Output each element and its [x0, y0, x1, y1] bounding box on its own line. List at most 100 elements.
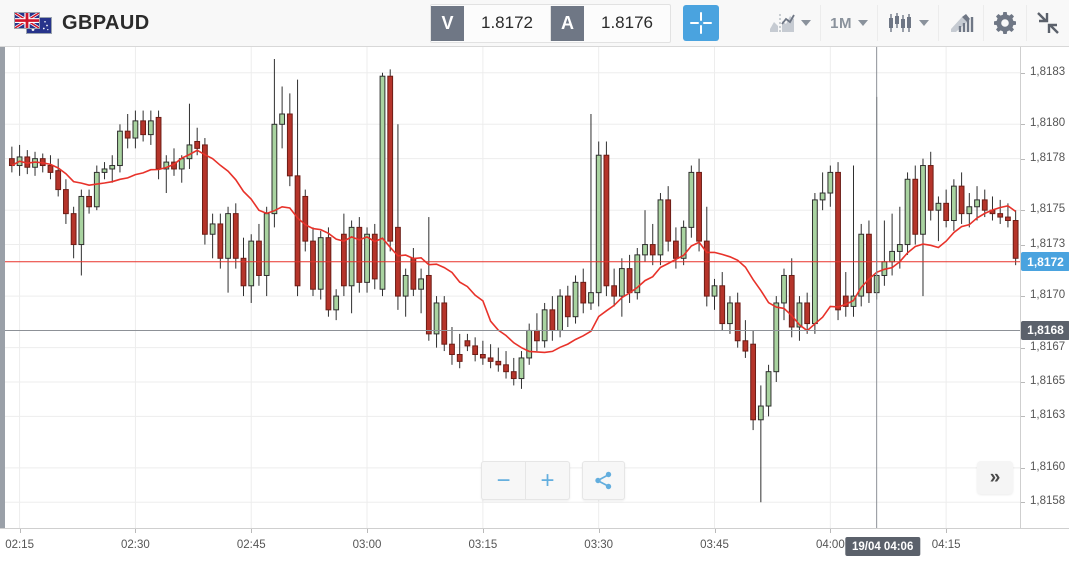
candle [271, 59, 278, 228]
candle [348, 220, 355, 314]
candle [209, 213, 216, 259]
candle [418, 268, 424, 314]
share-icon [595, 471, 612, 490]
drawing-tool-button[interactable] [938, 5, 983, 41]
candle [804, 292, 811, 334]
candle [588, 113, 594, 310]
candle [757, 385, 764, 503]
candle [464, 333, 471, 352]
candle [109, 155, 116, 183]
candle [750, 330, 757, 431]
quote-divider [550, 5, 551, 41]
candle [950, 179, 957, 231]
candle [572, 275, 579, 324]
price-axis[interactable]: 1,8183 1,8180 1,8178 1,8175 1,8173 1,8170 1,81… [1020, 47, 1069, 528]
top-toolbar: GBPAUD V 1.8172 A 1.8176 [0, 0, 1069, 47]
candle [518, 351, 525, 389]
candle [124, 113, 131, 149]
candle [935, 196, 942, 242]
candle [711, 278, 718, 310]
candle [495, 347, 502, 372]
candle [55, 158, 62, 197]
candle [371, 223, 378, 290]
candle [611, 268, 618, 307]
candle [70, 206, 77, 259]
candle [325, 227, 332, 317]
scroll-forward-button[interactable]: » [977, 461, 1013, 494]
candle [603, 141, 610, 297]
candle [101, 162, 108, 180]
candle [781, 268, 787, 321]
chart-canvas[interactable] [0, 47, 1020, 528]
bid-badge: V [431, 5, 464, 41]
candle [279, 86, 286, 149]
candle [202, 138, 208, 245]
crosshair-tool-button[interactable] [683, 5, 719, 41]
candle [441, 296, 448, 352]
candle [549, 296, 556, 341]
candle [773, 296, 780, 382]
candlestick-icon [889, 13, 911, 32]
candle [835, 162, 841, 321]
candle [340, 213, 347, 297]
zoom-in-button[interactable]: + [525, 462, 569, 499]
chevron-down-icon [801, 20, 812, 26]
candle [163, 155, 170, 194]
candle [827, 165, 834, 207]
candle [333, 289, 340, 321]
candlestick-plot [0, 47, 1020, 528]
symbol-name: GBPAUD [62, 11, 150, 34]
timeframe-button[interactable]: 1M [820, 5, 877, 41]
candle [510, 357, 517, 386]
candle [642, 210, 648, 262]
candle [356, 217, 363, 293]
timeframe-label: 1M [830, 14, 852, 32]
chevron-down-icon [919, 20, 929, 26]
candle [433, 296, 440, 348]
candle [580, 268, 587, 314]
time-axis[interactable]: 02:15 02:30 02:45 03:00 03:15 03:30 03:45 04:00… [0, 528, 1069, 562]
candle [86, 189, 92, 214]
symbol-flags [14, 10, 54, 36]
candle [410, 247, 417, 297]
candle [47, 155, 54, 180]
candle [981, 189, 988, 218]
bid-quote[interactable]: V 1.8172 [431, 5, 550, 42]
compare-chart-button[interactable] [760, 5, 820, 41]
uk-flag-icon [14, 12, 40, 29]
share-button[interactable] [582, 461, 625, 500]
candle [958, 172, 965, 224]
candle [912, 165, 919, 245]
zoom-out-button[interactable]: − [496, 466, 511, 494]
candle [1012, 210, 1019, 266]
candle [564, 285, 571, 328]
candle [742, 320, 749, 358]
candle [634, 247, 641, 300]
symbol-block[interactable]: GBPAUD [0, 10, 430, 36]
candle [734, 292, 741, 348]
candle [696, 158, 702, 252]
toolbar-right-group: 1M [760, 0, 1069, 47]
candle [765, 364, 772, 417]
settings-button[interactable] [983, 5, 1026, 41]
candle [140, 110, 147, 142]
candle [240, 237, 247, 297]
chart-type-button[interactable] [877, 5, 938, 41]
candle [904, 172, 911, 255]
candle [673, 227, 679, 269]
candle [618, 258, 625, 317]
ask-quote[interactable]: A 1.8176 [551, 5, 670, 42]
candle [32, 151, 38, 176]
collapse-button[interactable] [1026, 5, 1069, 41]
candle [472, 337, 479, 362]
candle [541, 302, 548, 348]
chart-compare-icon [770, 14, 795, 32]
chart-vertical-scrollbar[interactable] [0, 47, 5, 528]
candle [217, 213, 224, 269]
candle [788, 258, 795, 338]
candle [456, 333, 463, 369]
candle [896, 206, 903, 269]
zoom-controls: − + [481, 461, 570, 500]
candle [256, 223, 262, 286]
candle [263, 206, 270, 297]
